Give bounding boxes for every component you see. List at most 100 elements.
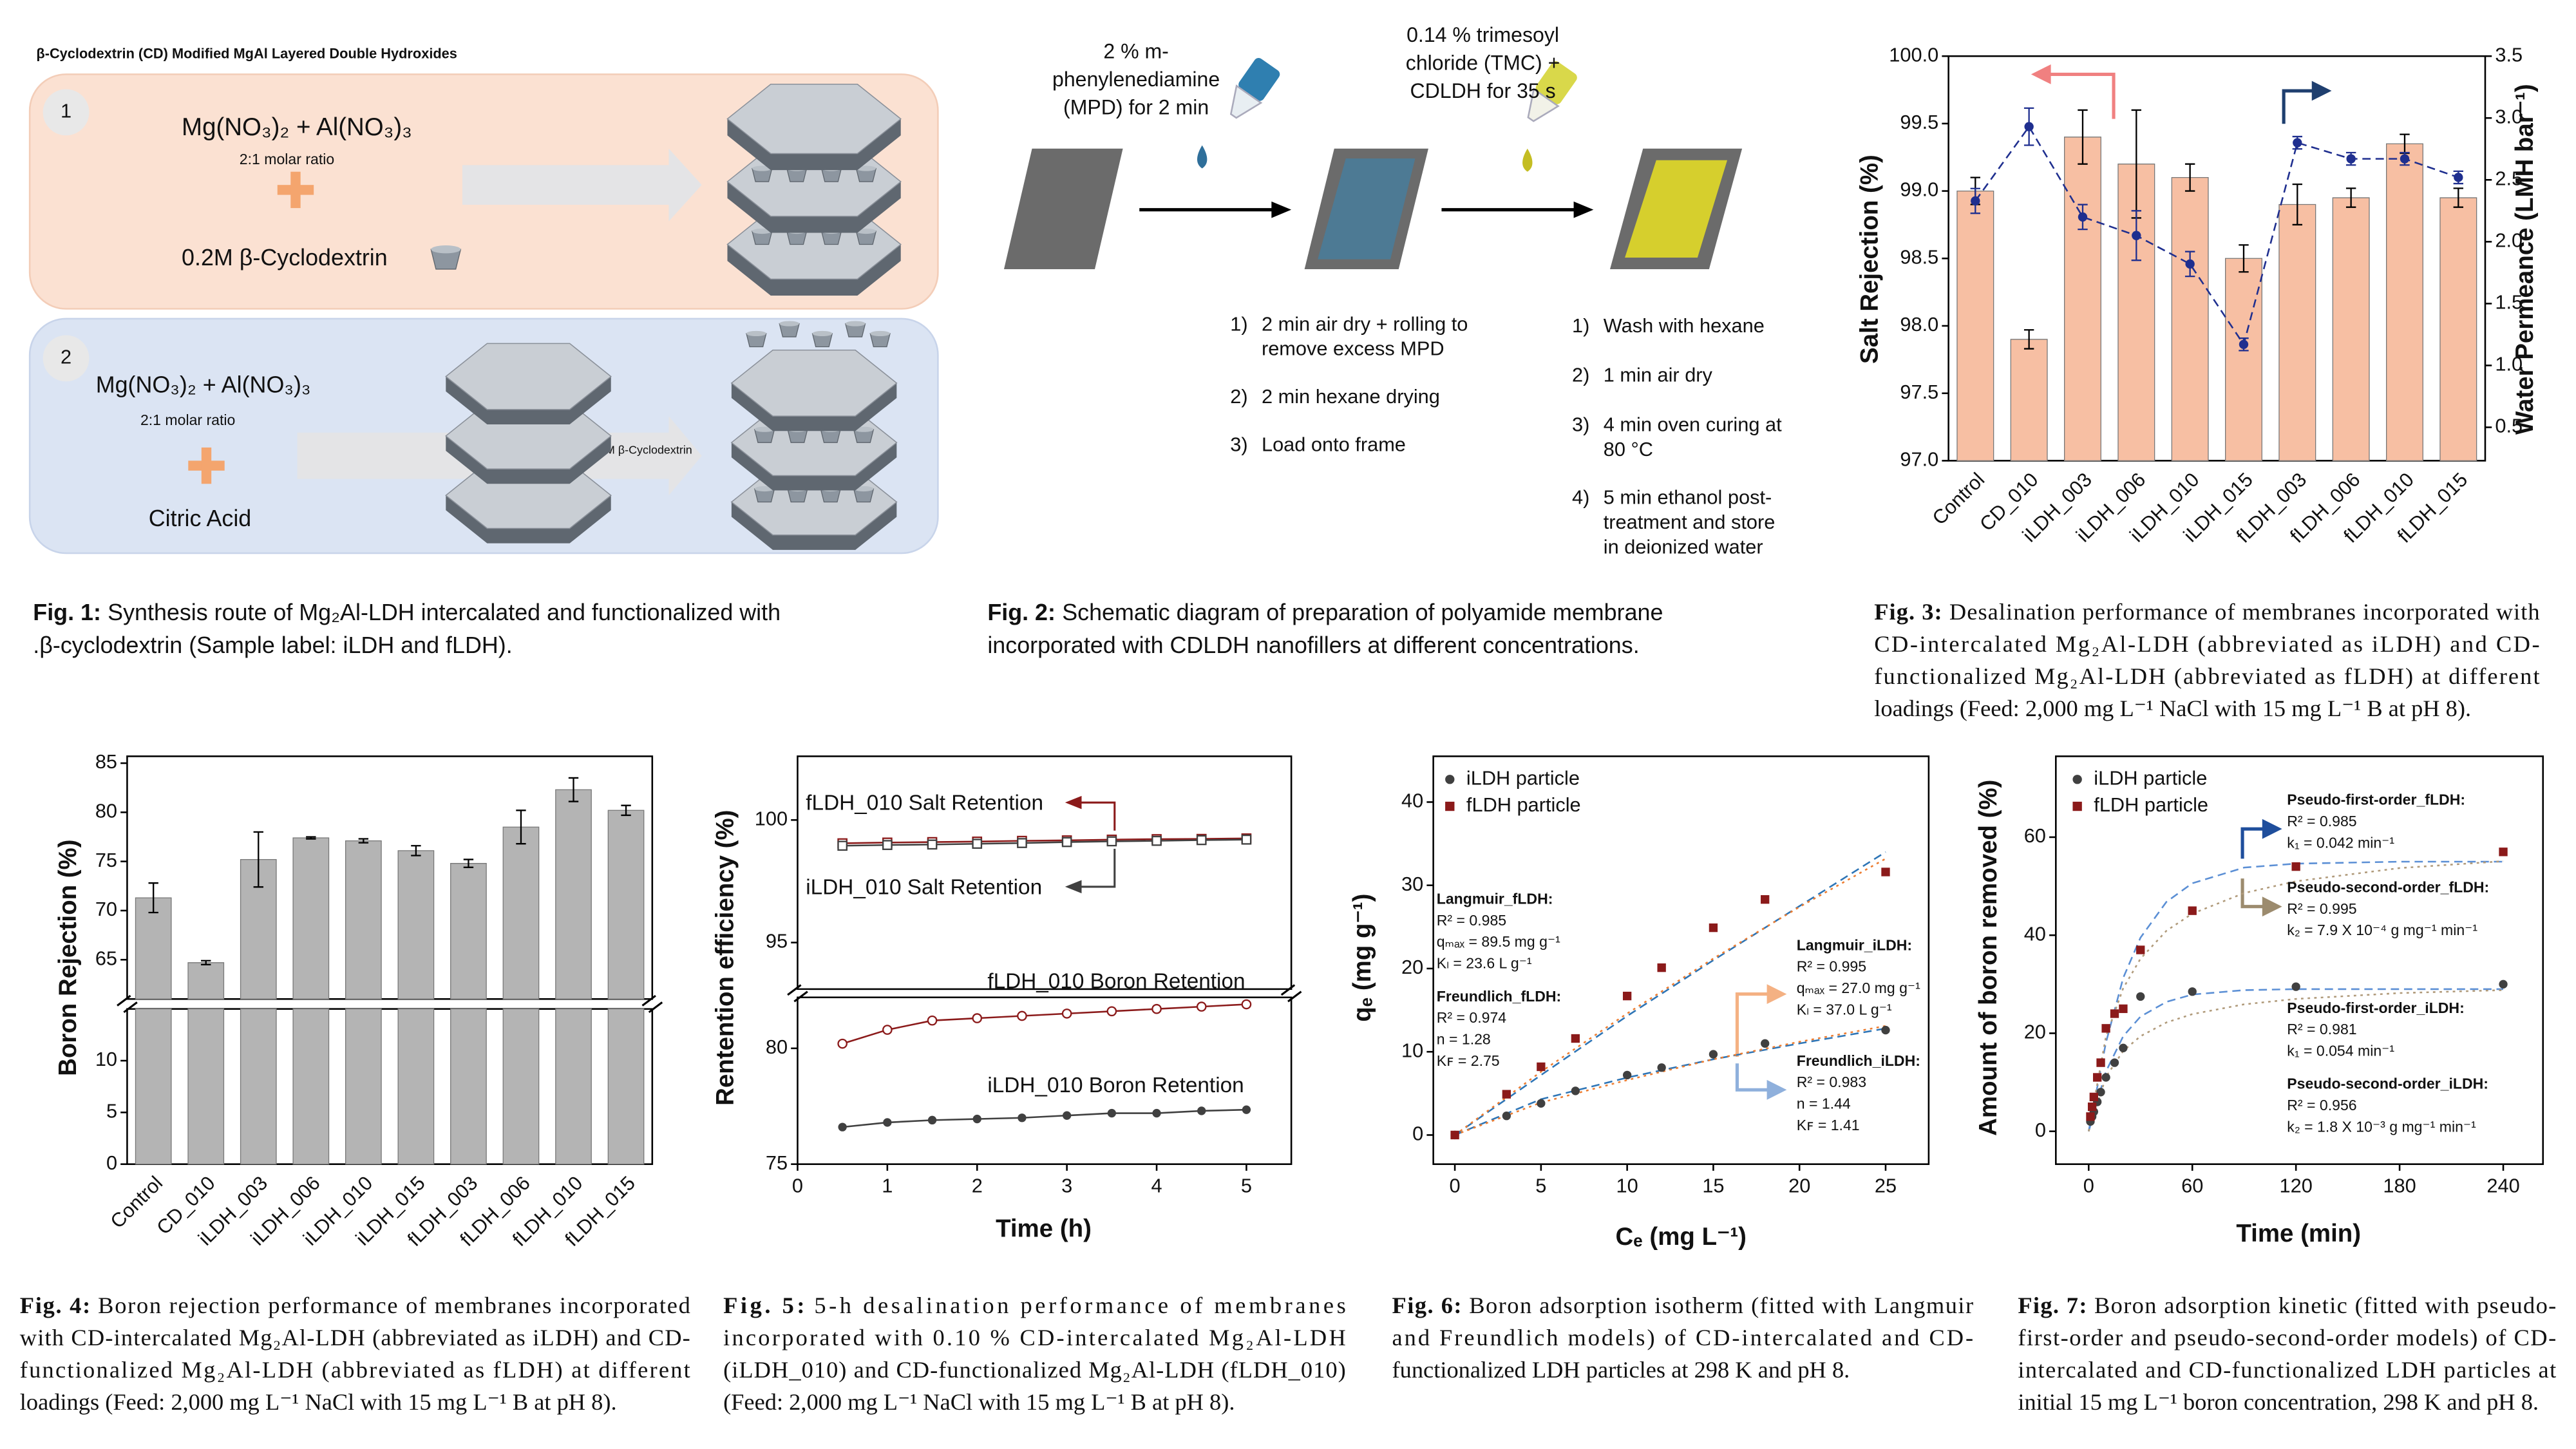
bar — [240, 858, 277, 1165]
arrowhead — [1766, 1079, 1787, 1100]
caption-line: .β-cyclodextrin (Sample label: iLDH and … — [33, 633, 512, 659]
data-point — [2132, 231, 2141, 240]
x-axis-label: Time (h) — [996, 1215, 1092, 1242]
y2-axis-label: Water Permeance (LMH bar⁻¹) — [2511, 84, 2539, 435]
data-point — [927, 839, 938, 850]
caption-line: CD-intercalated Mg₂Al-LDH (abbreviated a… — [1874, 631, 2539, 657]
caption-text: (iLDH_010) and CD-functionalized Mg₂Al-L… — [723, 1357, 1346, 1383]
caption-text: Schematic diagram of preparation of poly… — [1062, 600, 1663, 625]
tmc-layer — [1625, 160, 1728, 258]
data-point — [927, 1115, 937, 1125]
chart-5: 75 80 95 100 0 1 2 3 4 5 Rentention efficiency (%)… — [711, 755, 1346, 1415]
data-point — [2188, 987, 2197, 996]
bar — [2171, 177, 2209, 462]
bar — [397, 850, 435, 1165]
bar — [187, 962, 225, 1165]
annotation: R² = 0.985 — [1437, 912, 1506, 929]
cyclodextrin-top — [870, 330, 891, 337]
data-point — [2110, 1009, 2119, 1018]
arrowhead — [2031, 64, 2051, 84]
arrowhead — [1271, 201, 1292, 218]
x-tick-label: 5 — [1241, 1175, 1252, 1197]
reagent-label: 0.14 % trimesoyl — [1406, 23, 1559, 46]
caption-line: loadings (Feed: 2,000 mg L⁻¹ NaCl with 1… — [1874, 696, 2471, 721]
x-tick-label: 20 — [1788, 1175, 1810, 1197]
data-point — [1241, 834, 1252, 845]
ldh-side — [727, 118, 901, 171]
ldh-side — [731, 502, 897, 550]
data-point — [2101, 1024, 2110, 1033]
legend-label: fLDH particle — [2094, 793, 2208, 816]
error-bar — [306, 836, 316, 840]
annotation: Kꜰ = 1.41 — [1797, 1117, 1860, 1133]
plot-frame — [2055, 755, 2544, 1165]
data-point — [1657, 963, 1666, 972]
data-point — [2454, 173, 2463, 182]
cyclodextrin-top — [812, 330, 833, 337]
x-tick-label: 2 — [972, 1175, 983, 1197]
x-tick-label: 3 — [1061, 1175, 1072, 1197]
y-tick-label: 10 — [95, 1048, 117, 1070]
y-tick-label: 65 — [95, 947, 117, 969]
annotation: qₘₐₓ = 27.0 mg g⁻¹ — [1797, 980, 1920, 996]
bottle-tip — [1229, 84, 1263, 119]
annotation: Kꜰ = 2.75 — [1437, 1052, 1500, 1069]
series-label: iLDH_010 Salt Retention — [806, 875, 1042, 899]
series-line — [1454, 858, 1886, 1136]
caption-label: Fig. 3: — [1874, 599, 1942, 625]
data-point — [1571, 1034, 1580, 1043]
y-tick-label: 0 — [2035, 1119, 2046, 1141]
y-tick-label: 10 — [1401, 1039, 1423, 1061]
cyclodextrin-top — [845, 321, 866, 327]
data-point — [1709, 923, 1718, 933]
axis-arrow — [2282, 89, 2315, 124]
y-tick-label: 97.5 — [1900, 381, 1938, 403]
data-point — [2185, 259, 2195, 269]
x-tick-label: 0 — [2083, 1175, 2094, 1197]
arrowhead — [1766, 984, 1787, 1004]
data-point — [2093, 1073, 2102, 1082]
data-point — [2499, 848, 2508, 857]
y2-tick-label: 2.5 — [2495, 167, 2523, 189]
legend-marker — [2072, 801, 2082, 811]
y2-tick-label: 2.0 — [2495, 229, 2523, 251]
axis-arrow — [1081, 848, 1116, 888]
step-number: 1) — [1572, 314, 1589, 337]
bar — [292, 837, 330, 1165]
tmc-bottle — [1527, 61, 1577, 122]
series-line — [1454, 851, 1886, 1136]
data-point — [972, 838, 983, 849]
model-arrow — [2240, 827, 2266, 859]
data-point — [1761, 895, 1770, 904]
error-bar — [2184, 163, 2195, 192]
x-tick-label: 180 — [2383, 1175, 2416, 1197]
plot-frame — [126, 1008, 654, 1165]
step-text: 5 min ethanol post- — [1604, 486, 1772, 508]
caption-line: loadings (Feed: 2,000 mg L⁻¹ NaCl with 1… — [20, 1389, 617, 1415]
data-point — [2291, 982, 2300, 991]
caption-line: Fig. 4: Boron rejection performance of me… — [20, 1293, 690, 1318]
step-text: 1 min air dry — [1604, 364, 1713, 386]
step-text: 4 min oven curing at — [1604, 413, 1782, 436]
error-bar — [253, 831, 263, 888]
arrowhead — [1065, 795, 1082, 810]
y-tick-label: 97.0 — [1900, 448, 1938, 471]
data-point — [2293, 138, 2302, 147]
error-bar — [411, 845, 421, 857]
data-point — [2087, 1102, 2097, 1112]
data-point — [1622, 1070, 1632, 1080]
error-bar — [2078, 109, 2088, 165]
step-number: 3) — [1230, 433, 1247, 455]
caption-line: Fig. 2: Schematic diagram of preparation … — [987, 600, 1663, 625]
step-text: 2 min air dry + rolling to — [1262, 312, 1468, 335]
series-line — [842, 838, 1247, 847]
arrow-label: 0.2M β-Cyclodextrin — [589, 444, 692, 457]
break-mark — [641, 994, 663, 1014]
model-arrow — [2240, 878, 2266, 909]
error-bar — [2345, 187, 2356, 208]
error-bar — [2453, 187, 2464, 208]
caption-text: Synthesis route of Mg₂Al-LDH intercalate… — [108, 600, 781, 625]
legend-marker — [1445, 775, 1455, 784]
annotation: Pseudo-second-order_iLDH: — [2287, 1075, 2488, 1092]
data-point — [1061, 1009, 1072, 1019]
